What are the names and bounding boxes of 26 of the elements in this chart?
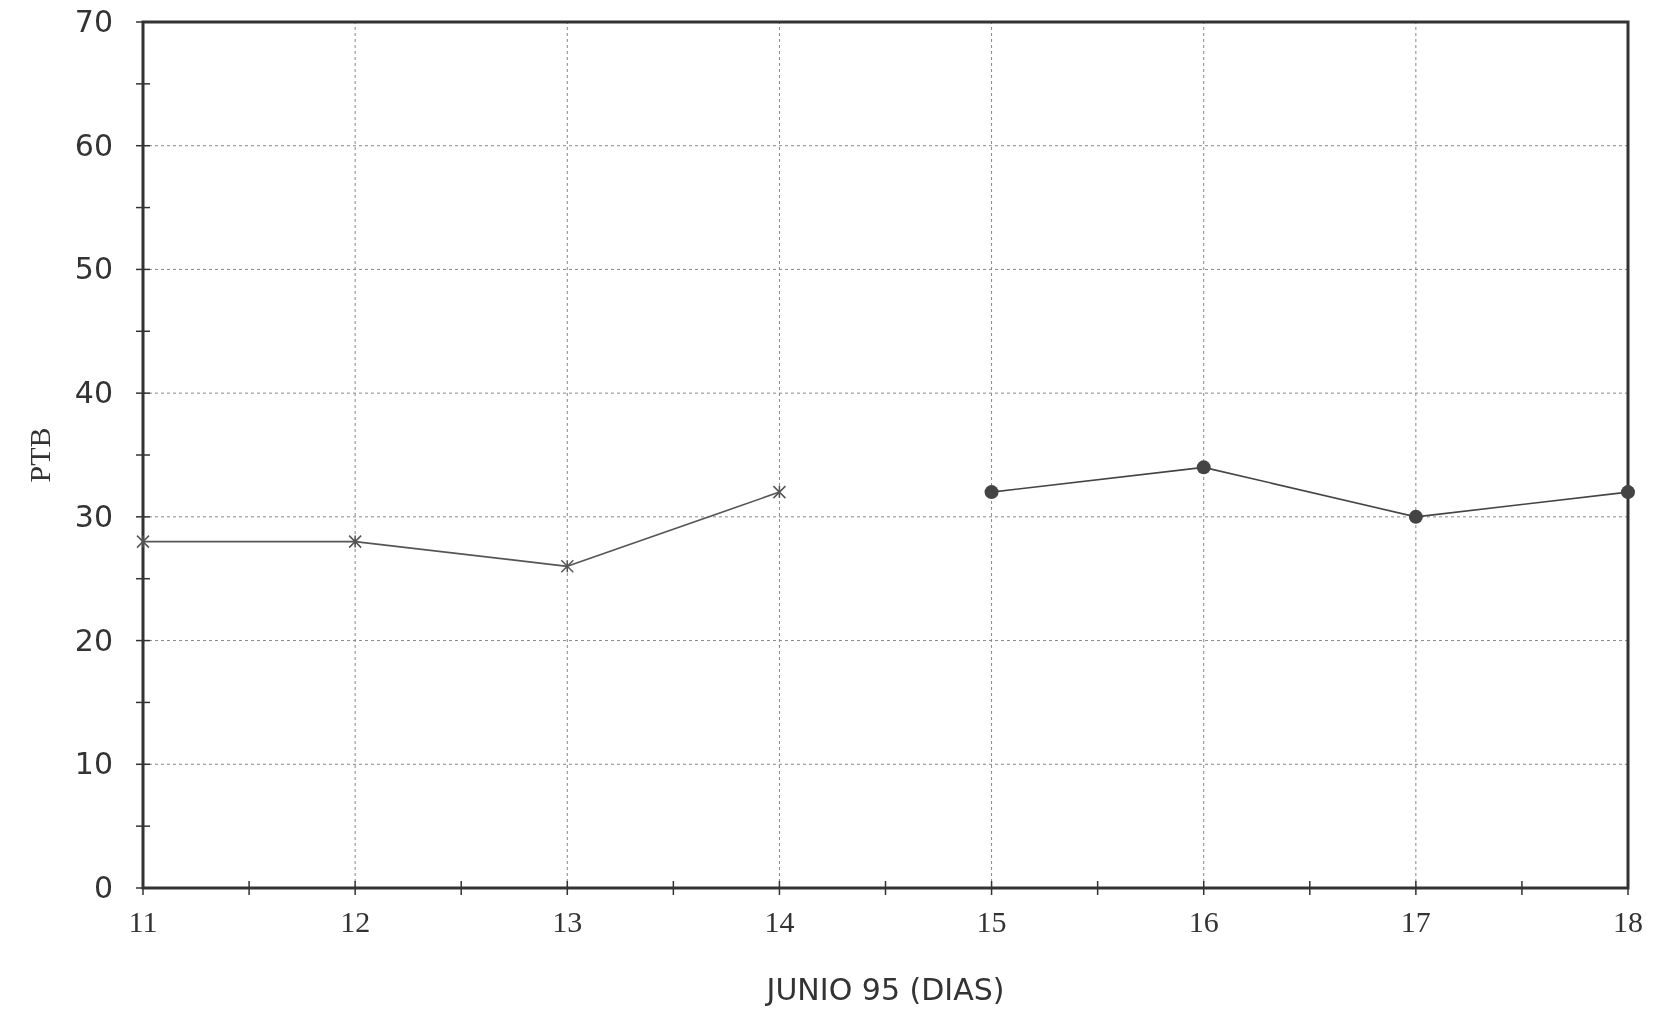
x-tick-label: 11: [128, 905, 158, 938]
y-tick-label: 20: [74, 622, 113, 658]
point: [984, 485, 999, 500]
x-tick-label: 12: [340, 905, 371, 938]
y-tick-label: 50: [74, 251, 113, 287]
point: [772, 485, 787, 499]
x-axis-title: JUNIO 95 (DIAS): [764, 972, 1005, 1007]
y-tick-label: 60: [74, 127, 113, 163]
point: [1408, 509, 1423, 524]
point: [560, 559, 575, 574]
x-tick-label: 14: [764, 905, 795, 938]
x-tick-label: 16: [1188, 905, 1219, 938]
x-tick-label: 18: [1613, 905, 1643, 938]
x-tick-label: 15: [976, 905, 1007, 938]
point: [1621, 485, 1635, 500]
y-tick-label: 30: [74, 498, 113, 534]
point: [348, 534, 362, 549]
point: [136, 534, 150, 549]
y-tick-label: 10: [74, 746, 113, 782]
x-tick-label: 17: [1400, 905, 1431, 938]
y-axis-title: PTB: [23, 427, 56, 483]
y-tick-label: 40: [74, 375, 113, 411]
y-tick-label: 70: [74, 4, 113, 39]
point: [1196, 460, 1211, 475]
y-tick-label: 0: [93, 870, 113, 905]
x-tick-label: 13: [552, 905, 583, 938]
